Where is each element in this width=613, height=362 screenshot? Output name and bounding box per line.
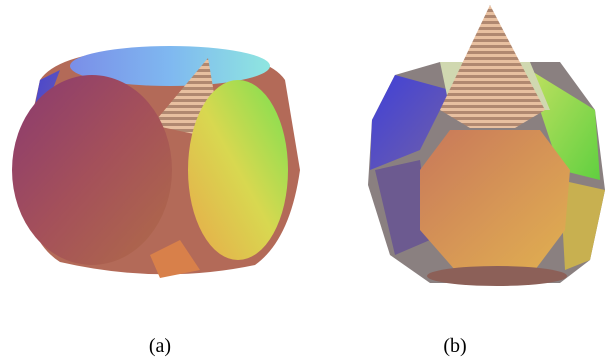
figure: (a) (b) (0, 0, 613, 362)
page: (a) (b) (() => { const data = JSON.parse… (0, 0, 613, 362)
shape-a (12, 46, 300, 278)
caption: (b) (443, 335, 466, 357)
shape-b (368, 5, 605, 286)
caption: (a) (149, 335, 171, 357)
